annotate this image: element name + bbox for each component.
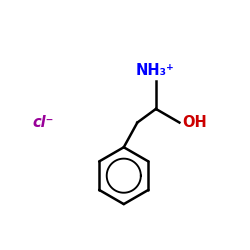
Text: cl⁻: cl⁻ — [33, 115, 54, 130]
Text: OH: OH — [182, 115, 206, 130]
Text: NH₃⁺: NH₃⁺ — [135, 62, 174, 78]
